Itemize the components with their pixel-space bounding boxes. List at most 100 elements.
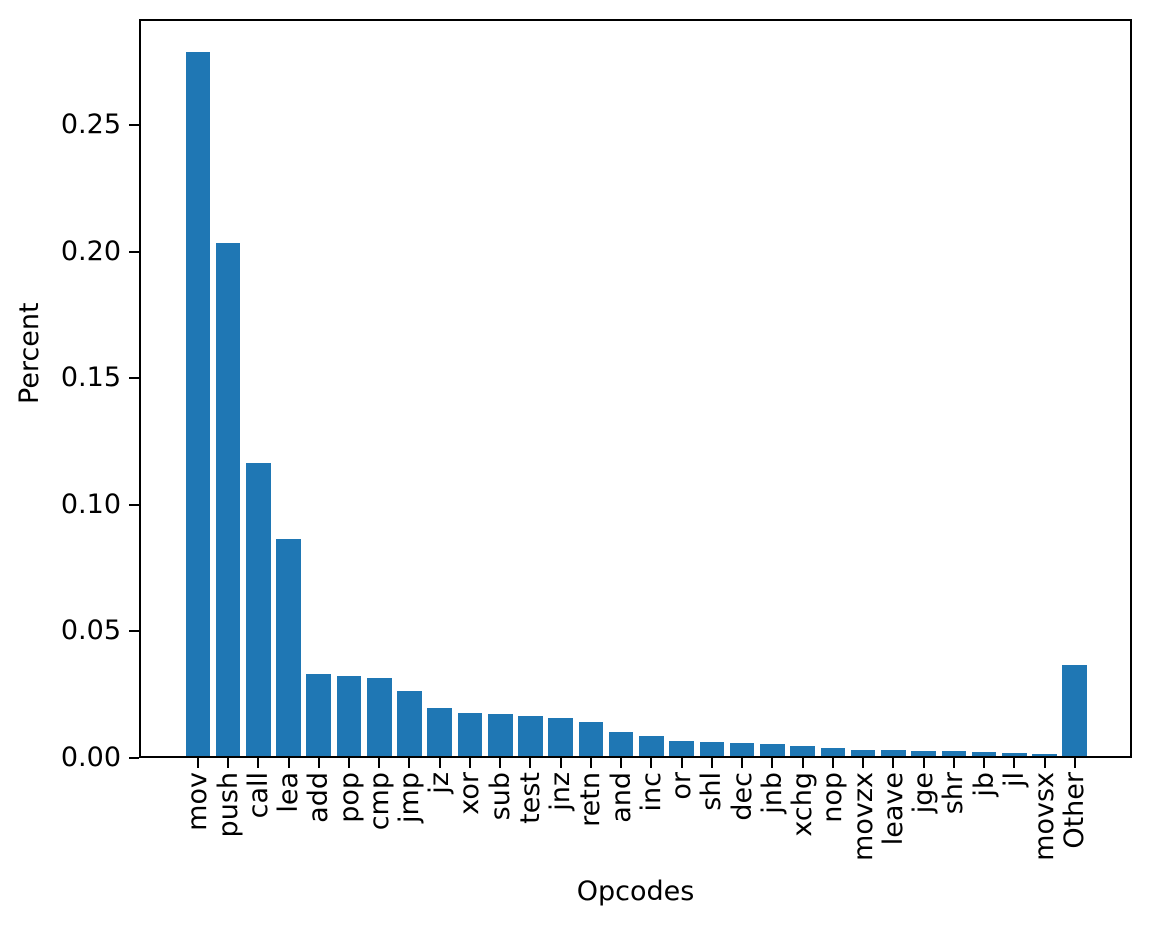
y-tick-label: 0.25 [60,109,121,141]
x-tick [196,758,199,768]
x-tick-label-text: mov [182,772,214,831]
bar-and [608,731,634,756]
x-tick-label-jge: jge [908,772,939,813]
x-tick-label-jb: jb [969,772,1000,799]
x-tick-label-xchg: xchg [787,772,818,837]
x-tick-label-add: add [303,772,334,823]
x-tick-label-jz: jz [424,772,456,799]
x-tick-label-text: jz [424,772,456,794]
x-tick-label-movsx: movsx [1029,772,1060,861]
x-tick [892,758,895,768]
bar-lea [276,539,301,756]
x-tick-label-or: or [666,772,698,800]
x-tick-label-text: jnb [756,772,788,814]
x-tick [1073,758,1076,768]
bar-jnz [548,718,573,756]
x-tick-label-text: jnz [545,772,577,811]
x-tick-label-text: movsx [1029,772,1061,861]
bar-dec [729,743,755,756]
x-tick-label-inc: inc [636,772,667,811]
x-tick-label-text: pop [333,772,365,823]
x-tick [922,758,925,768]
x-tick-label-text: jl [998,772,1030,788]
x-tick [710,758,713,768]
bar-jz [427,707,453,756]
x-tick-label-shr: shr [938,772,969,814]
x-tick [257,758,260,768]
bar-shr [941,751,967,756]
x-tick [287,758,290,768]
x-tick [983,758,986,768]
x-tick-label-text: jmp [393,772,425,823]
x-tick-label-sub: sub [485,772,516,820]
bar-add [306,673,332,756]
bar-or [669,740,694,756]
x-tick-label-dec: dec [727,772,758,821]
x-tick [771,758,774,768]
y-tick-label: 0.15 [60,362,121,394]
x-tick-label-push: push [213,772,244,837]
x-tick-label-text: or [666,772,698,800]
x-tick-label-text: xchg [787,772,819,837]
x-tick-label-jl: jl [998,772,1030,799]
x-tick [650,758,653,768]
y-tick [129,757,139,759]
x-tick [348,758,350,768]
x-tick-label-text: inc [635,772,667,812]
x-tick-label-text: call [242,772,274,819]
x-tick [1043,758,1046,768]
x-tick [620,758,623,768]
x-tick-label-text: xor [454,772,486,815]
bar-jge [911,750,936,756]
x-tick [952,758,955,768]
bar-mov [185,52,211,756]
x-tick-label-nop: nop [817,772,848,823]
x-tick-label-retn: retn [575,772,606,827]
x-tick [378,758,381,768]
x-axis-label: Opcodes [576,876,695,907]
x-tick [529,758,532,768]
bar-xor [457,712,483,756]
x-tick-label-xor: xor [454,772,485,815]
x-tick-label-test: test [515,772,546,824]
bar-test [518,716,543,756]
x-tick [831,758,834,768]
y-tick-label: 0.10 [60,488,121,520]
x-tick-label-lea: lea [273,772,304,813]
x-tick-label-and: and [606,772,637,823]
x-tick-label-text: shr [938,772,970,815]
y-tick-label: 0.05 [60,615,121,647]
x-tick-label-shl: shl [696,772,727,811]
x-tick-label-text: jge [908,772,940,814]
x-tick [1013,758,1016,768]
x-tick-label-text: shl [696,772,728,811]
bar-pop [336,675,362,756]
bar-shl [699,741,725,756]
x-tick [468,758,471,768]
x-tick [317,758,320,768]
y-tick [129,250,139,253]
bar-leave [881,750,906,756]
x-tick-label-text: test [514,772,546,824]
x-tick-label-jmp: jmp [394,772,425,823]
x-tick [680,758,683,768]
bar-jnb [760,744,785,756]
bar-movzx [850,749,876,756]
bar-push [215,243,241,756]
y-tick [129,377,139,380]
bar-jl [1002,752,1027,756]
plot-area [139,19,1132,758]
x-tick-label-text: retn [575,772,607,827]
x-tick [741,758,744,768]
x-tick-label-leave: leave [878,772,909,845]
x-tick-label-text: Other [1059,772,1091,849]
bar-Other [1062,665,1088,756]
x-tick [408,758,411,768]
x-tick-label-movzx: movzx [848,772,879,861]
bar-nop [820,747,846,756]
bar-sub [487,714,513,756]
bar-call [245,463,271,756]
y-tick [129,503,139,506]
x-tick-label-text: sub [484,772,516,821]
